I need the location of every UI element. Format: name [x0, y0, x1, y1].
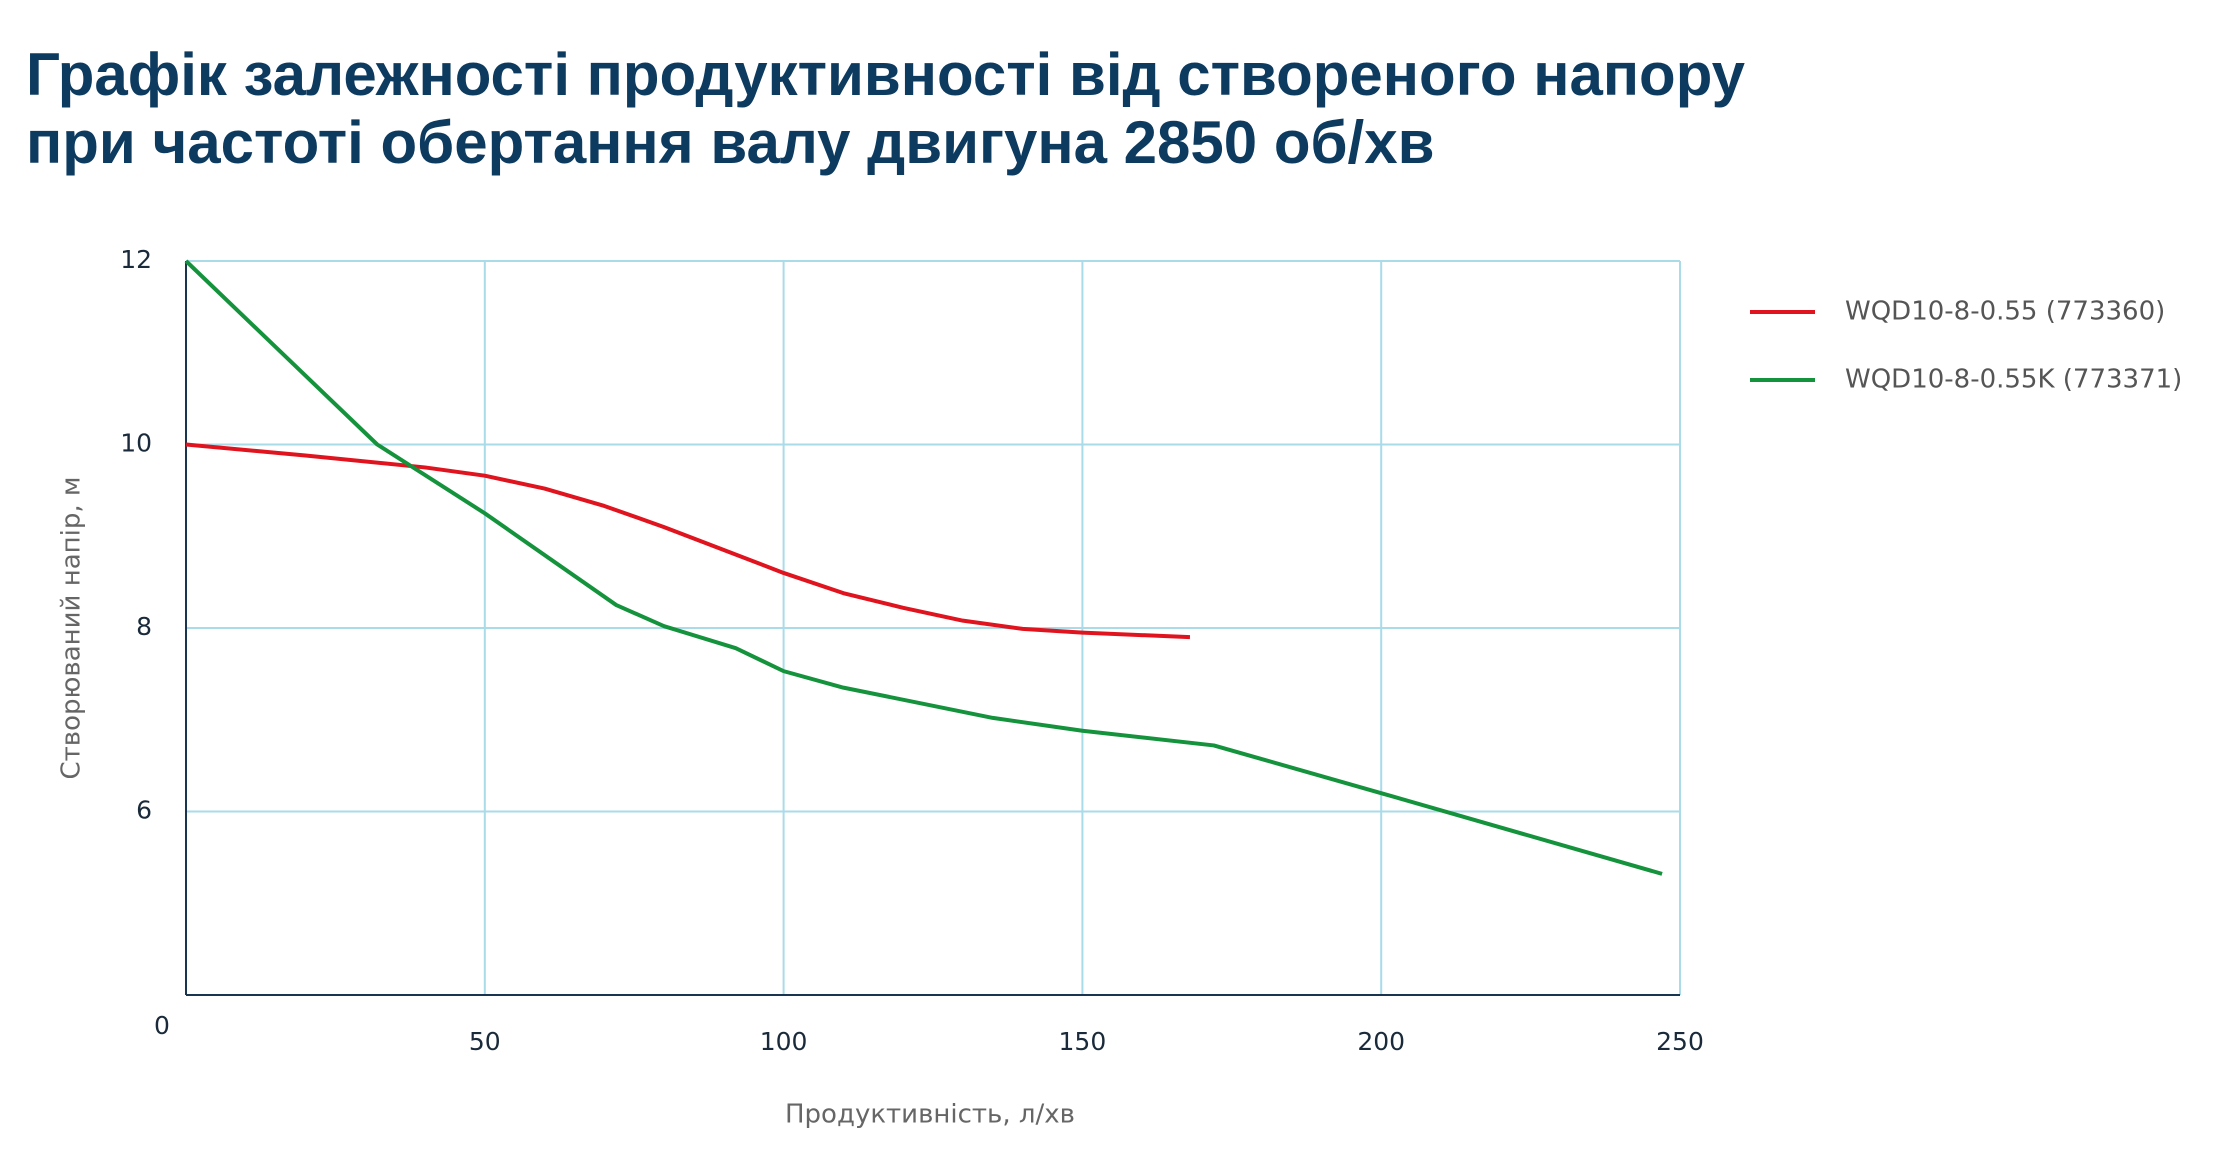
legend-label: WQD10-8-0.55K (773371)	[1845, 365, 2182, 395]
x-tick-label: 0	[154, 1011, 170, 1040]
x-tick-label: 50	[469, 1027, 501, 1056]
y-axis-label: Створюваний напір, м	[57, 476, 87, 779]
y-tick-label: 12	[120, 245, 152, 274]
y-tick-label: 10	[120, 429, 152, 458]
line	[185, 442, 1191, 640]
x-axis-label: Продуктивність, л/хв	[785, 1100, 1075, 1130]
legend-label: WQD10-8-0.55 (773360)	[1845, 297, 2165, 327]
x-tick-label: 200	[1357, 1027, 1405, 1056]
x-tick-label: 150	[1059, 1027, 1107, 1056]
chart-title: Графік залежності продуктивності від ств…	[26, 41, 1746, 108]
y-tick-label: 8	[136, 612, 152, 641]
line	[184, 259, 1663, 876]
x-tick-label: 100	[760, 1027, 808, 1056]
y-tick-label: 6	[136, 796, 152, 825]
chart-title: при частоті обертання валу двигуна 2850 …	[26, 109, 1434, 176]
x-tick-label: 250	[1656, 1027, 1704, 1056]
